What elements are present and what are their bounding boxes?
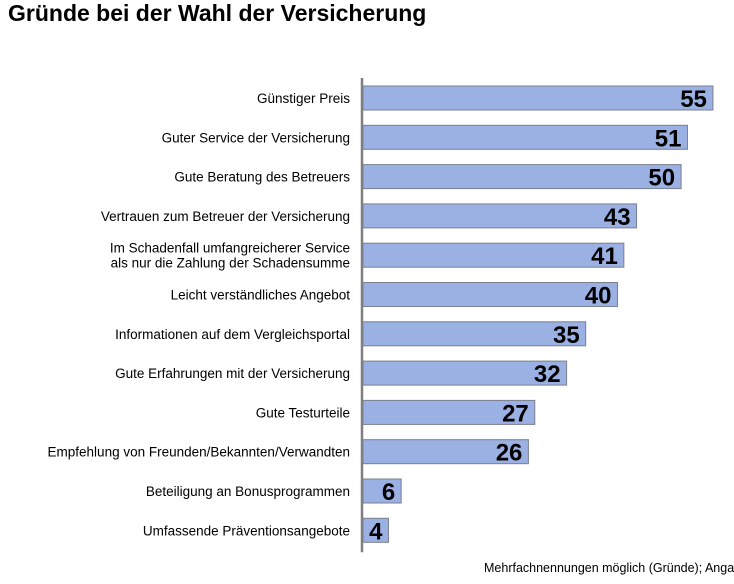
data-label: 35 [553, 322, 580, 349]
bar [362, 203, 638, 229]
category-label: Guter Service der Versicherung [162, 130, 350, 145]
bar-chart: Günstiger Preis 55 Guter Service der Versi… [48, 78, 714, 553]
data-label: 40 [585, 283, 612, 310]
category-label: Günstiger Preis [257, 91, 350, 106]
chart-title: Gründe bei der Wahl der Versicherung [8, 0, 427, 26]
data-label: 26 [496, 440, 523, 467]
bar [362, 282, 618, 307]
bar [362, 360, 568, 386]
data-label: 50 [648, 165, 675, 192]
category-label: Informationen auf dem Vergleichsportal [115, 327, 350, 342]
bar [362, 399, 536, 425]
bar [362, 517, 389, 543]
category-label: Beteiligung an Bonusprogrammen [146, 484, 350, 499]
data-label: 32 [534, 361, 561, 388]
data-label: 43 [604, 204, 631, 231]
data-label: 6 [382, 479, 395, 506]
category-label: Gute Erfahrungen mit der Versicherung [115, 366, 350, 381]
category-label: Vertrauen zum Betreuer der Versicherung [101, 209, 350, 224]
category-label: Im Schadenfall umfangreicherer Service al… [110, 241, 350, 271]
bar [362, 124, 688, 150]
data-label: 51 [655, 125, 682, 152]
bar [362, 439, 529, 465]
category-label: Umfassende Präventionsangebote [143, 523, 350, 538]
data-label: 27 [502, 400, 529, 427]
data-label: 4 [369, 518, 383, 545]
bar [362, 242, 625, 268]
data-label: 41 [591, 243, 618, 270]
bar [362, 164, 682, 190]
bar [362, 321, 587, 347]
bar [362, 85, 714, 111]
bar [362, 478, 402, 504]
footnote: Mehrfachnennungen möglich (Gründe); Anga… [484, 561, 734, 575]
data-label: 55 [680, 86, 707, 113]
category-label: Leicht verständliches Angebot [171, 288, 351, 303]
category-label: Empfehlung von Freunden/Bekannten/Verwan… [48, 445, 350, 460]
category-label: Gute Beratung des Betreuers [174, 170, 350, 185]
category-label: Gute Testurteile [256, 405, 350, 420]
